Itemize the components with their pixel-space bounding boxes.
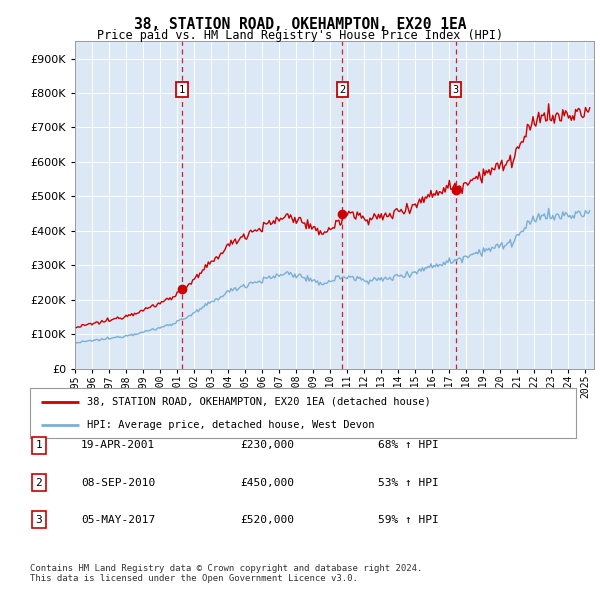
Text: 3: 3 bbox=[452, 84, 459, 94]
Text: HPI: Average price, detached house, West Devon: HPI: Average price, detached house, West… bbox=[88, 419, 375, 430]
Text: 38, STATION ROAD, OKEHAMPTON, EX20 1EA: 38, STATION ROAD, OKEHAMPTON, EX20 1EA bbox=[134, 17, 466, 31]
Text: 59% ↑ HPI: 59% ↑ HPI bbox=[378, 515, 439, 525]
Text: 1: 1 bbox=[35, 441, 43, 450]
Text: Price paid vs. HM Land Registry's House Price Index (HPI): Price paid vs. HM Land Registry's House … bbox=[97, 30, 503, 42]
Text: 08-SEP-2010: 08-SEP-2010 bbox=[81, 478, 155, 487]
Text: 05-MAY-2017: 05-MAY-2017 bbox=[81, 515, 155, 525]
Text: 19-APR-2001: 19-APR-2001 bbox=[81, 441, 155, 450]
Text: £520,000: £520,000 bbox=[240, 515, 294, 525]
Text: 68% ↑ HPI: 68% ↑ HPI bbox=[378, 441, 439, 450]
Text: 53% ↑ HPI: 53% ↑ HPI bbox=[378, 478, 439, 487]
Text: 38, STATION ROAD, OKEHAMPTON, EX20 1EA (detached house): 38, STATION ROAD, OKEHAMPTON, EX20 1EA (… bbox=[88, 396, 431, 407]
Text: 3: 3 bbox=[35, 515, 43, 525]
Text: 2: 2 bbox=[35, 478, 43, 487]
Text: £230,000: £230,000 bbox=[240, 441, 294, 450]
Text: 1: 1 bbox=[179, 84, 185, 94]
Text: £450,000: £450,000 bbox=[240, 478, 294, 487]
Text: Contains HM Land Registry data © Crown copyright and database right 2024.
This d: Contains HM Land Registry data © Crown c… bbox=[30, 563, 422, 583]
Text: 2: 2 bbox=[339, 84, 346, 94]
